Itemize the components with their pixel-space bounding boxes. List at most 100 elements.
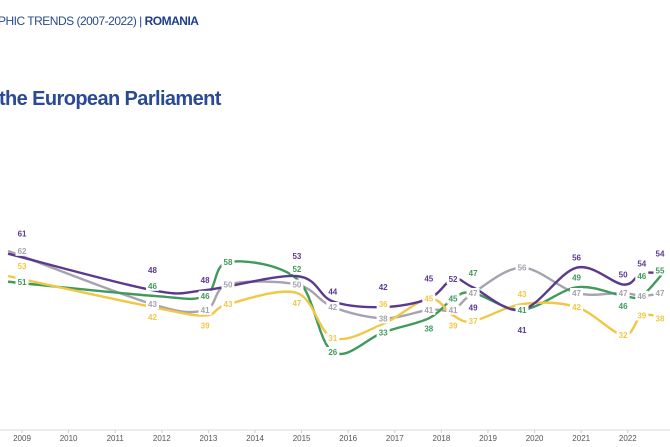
x-tick-label: 2010 <box>60 434 78 443</box>
data-label: 47 <box>292 299 301 308</box>
data-label-bg <box>422 273 436 284</box>
data-label: 61 <box>18 230 27 239</box>
data-label-bg <box>290 251 304 262</box>
data-label-bg <box>515 289 529 300</box>
data-label: 43 <box>518 290 527 299</box>
data-label-bg <box>326 286 340 297</box>
x-tick-label: 2017 <box>386 434 404 443</box>
data-label: 38 <box>424 324 433 333</box>
data-label: 38 <box>379 314 388 323</box>
data-label-bg <box>376 282 390 293</box>
data-label-bg <box>653 248 667 259</box>
data-label-bg <box>616 269 630 280</box>
x-tick-label: 2022 <box>619 434 637 443</box>
data-label-bg <box>376 313 390 324</box>
data-label: 47 <box>469 289 478 298</box>
data-label-bg <box>15 261 29 272</box>
data-label-bg <box>326 347 340 357</box>
x-tick-label: 2011 <box>107 434 125 443</box>
data-label: 51 <box>18 278 27 287</box>
data-label: 52 <box>449 275 458 284</box>
data-label-bg <box>446 320 460 331</box>
data-label-bg <box>616 330 630 341</box>
data-label: 48 <box>201 276 210 285</box>
data-label: 50 <box>224 281 233 290</box>
header-country: ROMANIA <box>144 14 199 28</box>
data-label-bg <box>326 332 340 343</box>
data-label: 41 <box>518 326 527 335</box>
data-label-bg <box>145 312 159 323</box>
data-label: 46 <box>619 302 628 311</box>
x-tick-label: 2016 <box>339 434 357 443</box>
data-label-bg <box>653 287 667 298</box>
x-tick-label: 2015 <box>293 434 311 443</box>
x-tick-label: 2021 <box>572 434 590 443</box>
data-label: 46 <box>637 292 646 301</box>
data-label: 38 <box>656 314 665 323</box>
data-label-bg <box>221 257 235 268</box>
data-label: 62 <box>18 247 27 256</box>
data-label: 39 <box>449 321 458 330</box>
data-label-bg <box>653 313 667 324</box>
data-label-bg <box>198 275 212 286</box>
data-label: 46 <box>148 282 157 291</box>
data-label: 49 <box>572 273 581 282</box>
data-label-bg <box>515 324 529 335</box>
data-label-bg <box>570 272 584 283</box>
data-label: 56 <box>572 254 581 263</box>
data-label-bg <box>221 279 235 290</box>
data-label-bg <box>422 323 436 334</box>
x-tick-label: 2018 <box>433 434 451 443</box>
data-label-bg <box>290 297 304 308</box>
data-label: 58 <box>224 258 233 267</box>
data-label-bg <box>446 304 460 315</box>
data-label: 50 <box>292 281 301 290</box>
data-label: 36 <box>379 300 388 309</box>
x-tick-label: 2014 <box>246 434 264 443</box>
x-tick-label: 2012 <box>153 434 171 443</box>
data-label: 46 <box>637 272 646 281</box>
data-label: 39 <box>201 321 210 330</box>
data-label-bg <box>446 273 460 284</box>
data-label: 39 <box>637 311 646 320</box>
data-label-bg <box>198 320 212 331</box>
data-label: 49 <box>469 303 478 312</box>
data-label: 54 <box>656 249 665 258</box>
data-label-bg <box>466 267 480 278</box>
data-label: 45 <box>424 275 433 284</box>
data-label-bg <box>290 279 304 290</box>
data-label: 45 <box>424 295 433 304</box>
data-label-bg <box>145 299 159 310</box>
data-label: 47 <box>656 289 665 298</box>
data-label: 41 <box>201 306 210 315</box>
data-label-bg <box>145 265 159 276</box>
data-label: 45 <box>449 295 458 304</box>
data-label: 47 <box>572 289 581 298</box>
data-label-bg <box>145 280 159 291</box>
data-label: 47 <box>619 289 628 298</box>
data-label: 53 <box>18 262 27 271</box>
data-label-bg <box>570 252 584 263</box>
report-header: PHIC TRENDS (2007-2022) | ROMANIA <box>0 14 199 28</box>
data-label-bg <box>422 293 436 304</box>
data-label-bg <box>616 300 630 311</box>
header-prefix: PHIC TRENDS (2007-2022) | <box>0 14 145 28</box>
data-label-bg <box>635 270 649 281</box>
data-label: 43 <box>224 300 233 309</box>
data-label: 42 <box>148 313 157 322</box>
chart-title: the European Parliament <box>0 88 221 110</box>
data-label-bg <box>616 287 630 298</box>
data-label: 42 <box>328 303 337 312</box>
data-label: 55 <box>656 267 665 276</box>
data-label: 48 <box>148 266 157 275</box>
data-label-bg <box>15 228 29 239</box>
data-label: 56 <box>518 264 527 273</box>
data-label: 31 <box>328 334 337 343</box>
data-label: 50 <box>619 271 628 280</box>
data-label-bg <box>446 293 460 304</box>
data-label: 54 <box>637 259 646 268</box>
data-label-bg <box>422 304 436 315</box>
data-label-bg <box>221 299 235 310</box>
data-label-bg <box>466 287 480 298</box>
data-label: 42 <box>572 303 581 312</box>
